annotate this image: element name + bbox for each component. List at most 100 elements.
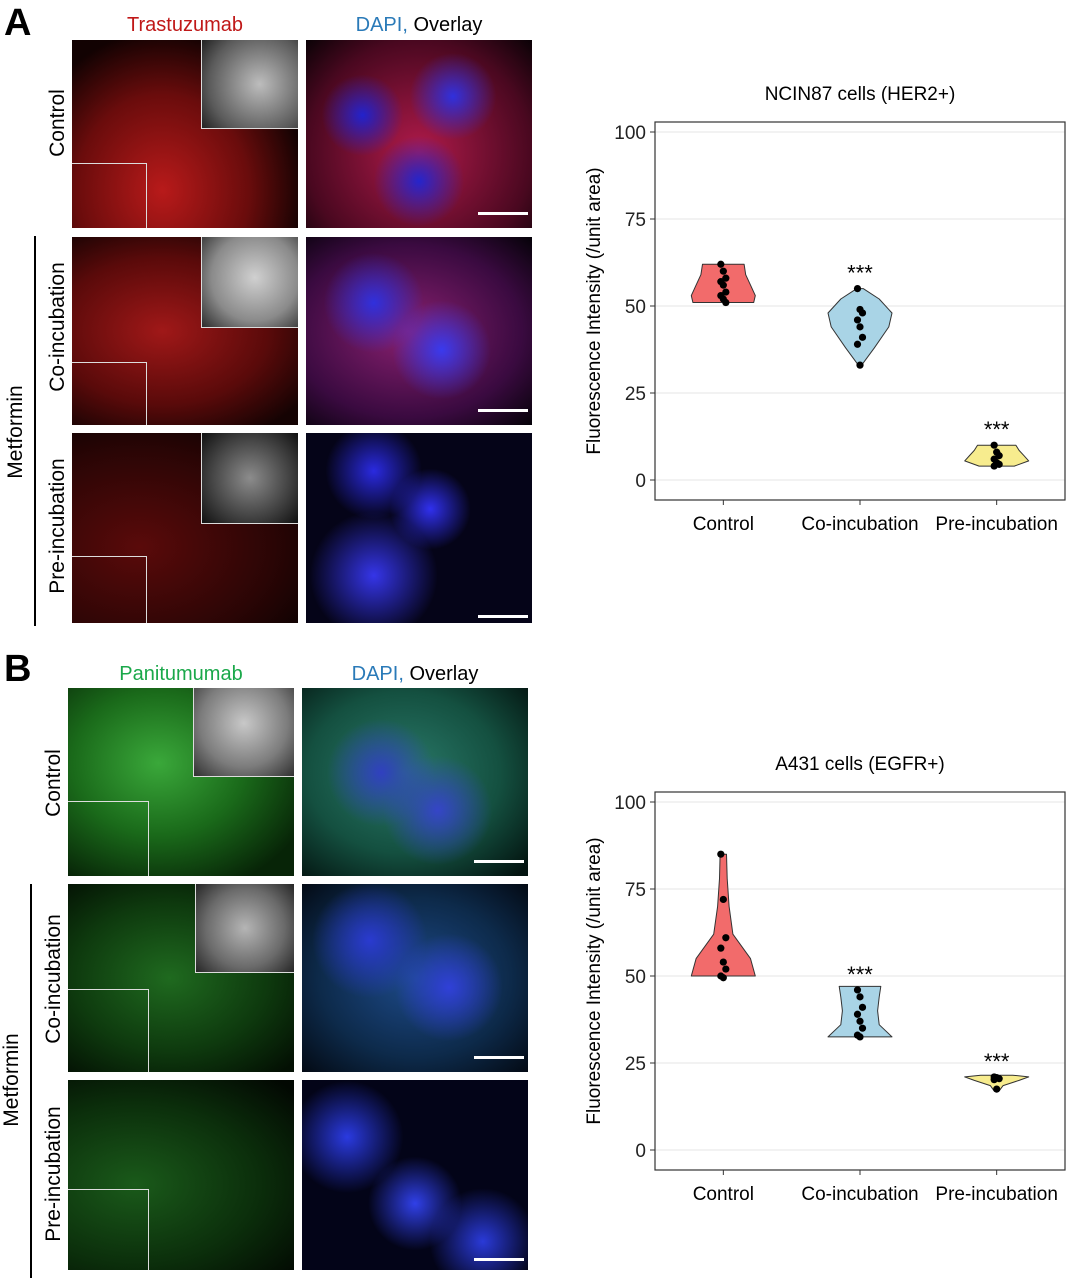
grayscale-inset [195,884,294,973]
data-point [995,452,1003,460]
micrograph-b-control-overlay [302,688,528,876]
data-point [719,958,727,966]
y-tick-label: 100 [614,123,646,144]
x-tick-label: Co-incubation [801,514,918,535]
data-point [722,274,730,282]
micrograph-b-preinc-stain [68,1080,294,1270]
scale-bar [474,1056,524,1059]
inset-region-box [68,1189,149,1270]
y-axis-label: Fluorescence Intensity (/unit area) [584,837,605,1124]
micrograph-b-control-stain [68,688,294,876]
row-label-control: Control [46,89,69,157]
significance-marker: *** [847,962,873,987]
data-point [717,850,725,858]
x-tick-label: Co-incubation [801,1184,918,1205]
y-tick-label: 50 [625,297,646,318]
y-axis-label: Fluorescence Intensity (/unit area) [584,167,605,454]
data-point [856,323,864,331]
significance-marker: *** [984,417,1010,442]
violin-chart-a431: A431 cells (EGFR+) Fluorescence Intensity… [584,754,1066,1205]
row-label-control: Control [42,749,65,817]
x-tick-label: Control [693,1184,754,1205]
grayscale-inset [201,237,298,328]
data-point [717,260,725,268]
data-point [719,974,727,982]
violin-pre-incubation [964,1074,1030,1092]
grayscale-inset [201,433,298,524]
data-point [856,361,864,369]
panel-letter-a: A [4,2,32,44]
data-point [853,316,862,324]
row-label-co-incubation: Co-incubation [46,262,69,392]
micrograph-b-coinc-stain [68,884,294,1072]
micrograph-a-preinc-stain [72,433,298,623]
metformin-bracket [30,884,32,1278]
y-tick-label: 25 [625,384,646,405]
y-tick-label: 50 [625,967,646,988]
data-point [853,986,862,994]
overlay-label: Overlay [409,663,479,685]
micrograph-a-coinc-overlay [306,237,532,425]
row-label-pre-incubation: Pre-incubation [42,1106,65,1242]
group-label-metformin: Metformin [0,1033,23,1127]
scale-bar [478,212,528,215]
metformin-bracket [34,236,36,626]
data-point [717,944,725,952]
y-tick-label: 75 [625,210,646,231]
y-tick-label: 0 [635,1141,646,1162]
overlay-label: Overlay [413,14,483,36]
y-tick-label: 0 [635,471,646,492]
violin-control [690,853,756,977]
y-tick-label: 25 [625,1054,646,1075]
y-tick-label: 100 [614,793,646,814]
data-point [858,309,867,317]
inset-region-box [72,163,147,228]
micrograph-a-preinc-overlay [306,433,532,623]
inset-region-box [72,362,147,425]
data-point [719,267,727,275]
inset-region-box [68,989,149,1072]
data-point [722,298,730,307]
row-label-pre-incubation: Pre-incubation [46,458,69,594]
data-point [722,965,730,973]
data-point [990,441,998,449]
grayscale-inset [193,688,294,777]
column-header-stain: Panitumumab [68,663,294,685]
x-tick-label: Pre-incubation [935,514,1058,535]
micrograph-a-control-stain [72,40,298,228]
scale-bar [478,409,528,412]
chart-title: A431 cells (EGFR+) [775,754,944,775]
inset-region-box [68,801,149,876]
column-header-overlay: DAPI, Overlay [306,14,532,36]
grayscale-inset [201,40,298,129]
x-tick-label: Pre-incubation [935,1184,1058,1205]
stain-label: Trastuzumab [127,14,243,36]
micrograph-b-coinc-overlay [302,884,528,1072]
row-label-co-incubation: Co-incubation [42,914,65,1044]
inset-region-box [72,556,147,623]
dapi-label: DAPI, [351,663,404,685]
column-header-stain: Trastuzumab [72,14,298,36]
group-label-metformin: Metformin [4,385,27,479]
data-point [719,281,727,289]
scale-bar [478,615,528,618]
data-point [856,1017,864,1025]
data-point [722,934,730,942]
significance-marker: *** [984,1049,1010,1074]
data-point [858,1003,867,1011]
micrograph-a-coinc-stain [72,237,298,425]
data-point [719,895,727,904]
chart-title: NCIN87 cells (HER2+) [765,84,956,105]
data-point [856,993,864,1001]
data-point [853,285,862,293]
x-tick-label: Control [693,514,754,535]
data-point [858,1024,867,1032]
stain-label: Panitumumab [119,663,243,685]
data-point [993,1085,1001,1093]
dapi-label: DAPI, [355,14,408,36]
y-tick-label: 75 [625,880,646,901]
data-point [722,288,730,296]
significance-marker: *** [847,261,873,286]
data-point [990,1076,998,1084]
data-point [856,1033,864,1041]
